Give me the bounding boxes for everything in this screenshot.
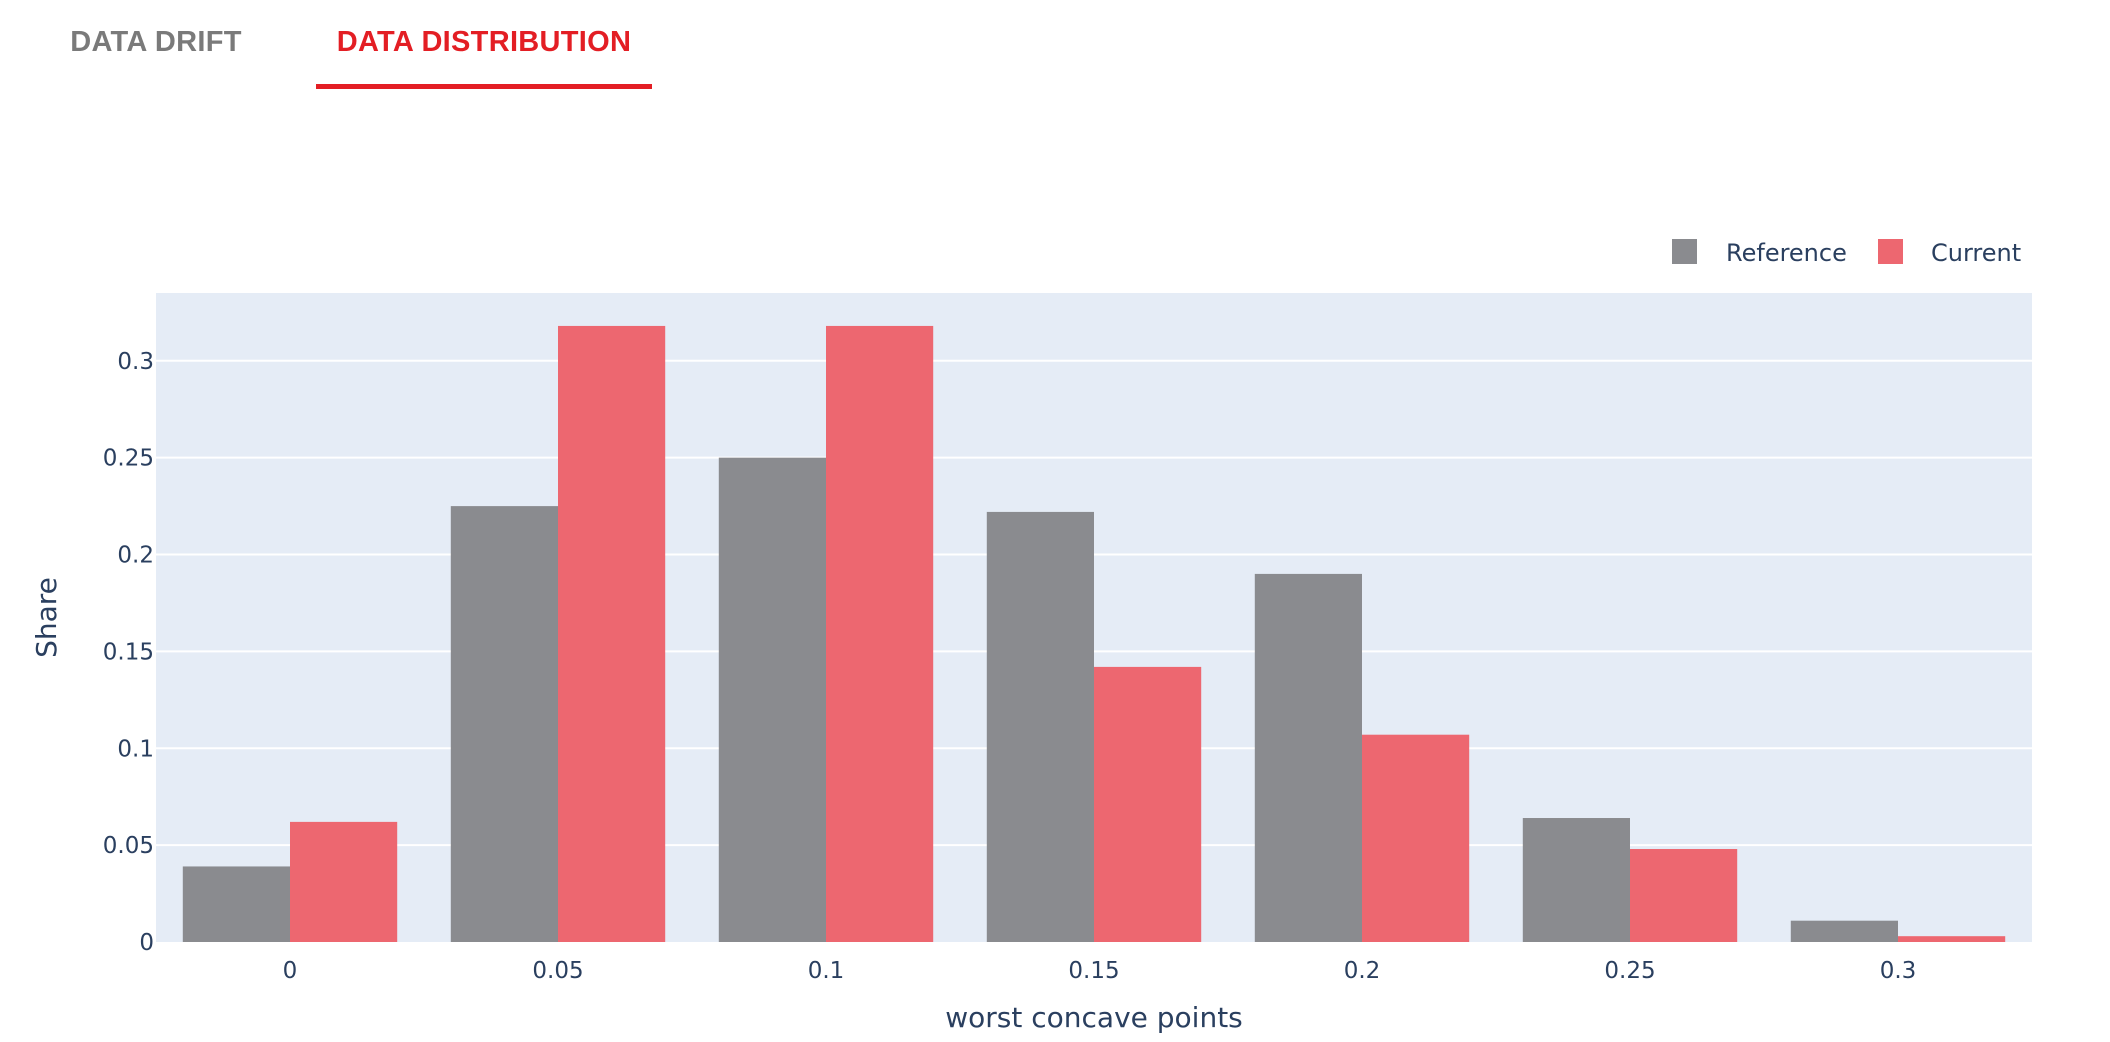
bar-current-2[interactable] — [826, 325, 934, 942]
x-tick-label: 0 — [283, 958, 298, 984]
bar-current-5[interactable] — [1630, 849, 1738, 942]
y-tick-label: 0.15 — [103, 639, 154, 665]
bar-current-4[interactable] — [1362, 734, 1470, 942]
x-tick-label: 0.3 — [1880, 958, 1917, 984]
y-tick-label: 0.2 — [117, 543, 154, 569]
bar-current-3[interactable] — [1094, 666, 1202, 942]
y-tick-label: 0 — [139, 930, 154, 956]
bar-reference-6[interactable] — [1790, 920, 1898, 942]
legend-label-current[interactable]: Current — [1931, 239, 2021, 267]
y-tick-label: 0.25 — [103, 446, 154, 472]
x-tick-label: 0.15 — [1068, 958, 1119, 984]
x-tick-label: 0.05 — [532, 958, 583, 984]
bar-current-0[interactable] — [290, 821, 398, 942]
bars — [182, 325, 2006, 942]
bar-current-1[interactable] — [558, 325, 666, 942]
legend-swatch-current[interactable] — [1878, 239, 1903, 264]
x-axis-title: worst concave points — [945, 1001, 1243, 1034]
tab-data-drift[interactable]: DATA DRIFT — [70, 26, 242, 58]
bar-reference-5[interactable] — [1522, 818, 1630, 942]
y-tick-label: 0.3 — [117, 349, 154, 375]
bar-current-6[interactable] — [1898, 936, 2006, 942]
bar-reference-2[interactable] — [718, 457, 826, 942]
bar-reference-0[interactable] — [182, 866, 290, 942]
tab-bar: DATA DRIFT DATA DISTRIBUTION — [0, 0, 2110, 92]
legend-label-reference[interactable]: Reference — [1726, 239, 1847, 267]
tab-data-distribution[interactable]: DATA DISTRIBUTION — [316, 0, 652, 89]
x-tick-label: 0.1 — [808, 958, 845, 984]
x-axis-ticks: 0 0.05 0.1 0.15 0.2 0.25 0.3 — [283, 958, 1917, 984]
y-axis-title: Share — [30, 577, 63, 658]
y-tick-label: 0.1 — [117, 736, 154, 762]
y-axis-ticks: 0 0.05 0.1 0.15 0.2 0.25 0.3 — [103, 349, 154, 956]
x-tick-label: 0.2 — [1344, 958, 1381, 984]
y-tick-label: 0.05 — [103, 833, 154, 859]
x-tick-label: 0.25 — [1604, 958, 1655, 984]
bar-reference-1[interactable] — [450, 506, 558, 942]
legend-swatch-reference[interactable] — [1672, 239, 1697, 264]
bar-reference-4[interactable] — [1254, 573, 1362, 942]
legend: Reference Current — [1672, 239, 2021, 267]
bar-reference-3[interactable] — [986, 511, 1094, 942]
